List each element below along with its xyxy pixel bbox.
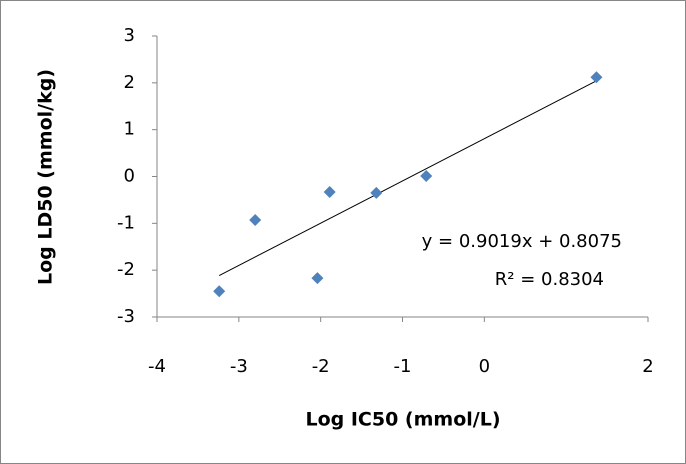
y-tick-label: 3 [124,25,135,46]
point [590,71,603,84]
point [213,285,226,298]
y-axis-title: Log LD50 (mmol/kg) [35,69,57,285]
trendline [218,80,597,276]
point [370,186,383,199]
trendline-r-squared: R² = 0.8304 [495,269,604,290]
point [420,170,433,183]
y-tick-label: -3 [117,306,135,327]
y-tick-label: 0 [124,166,135,187]
y-tick-label: -2 [117,259,135,280]
trendline-equation: y = 0.9019x + 0.8075 [422,231,622,252]
x-tick-label: -1 [394,356,412,377]
x-tick-label: 0 [479,356,490,377]
point [311,272,324,285]
x-tick-label: -3 [230,356,248,377]
x-tick-label: 2 [642,356,653,377]
x-axis-title: Log IC50 (mmol/L) [305,409,500,431]
y-tick-label: -1 [117,212,135,233]
x-tick-label: -4 [148,356,166,377]
x-tick-label: -2 [312,356,330,377]
y-tick-label: 2 [124,72,135,93]
point [249,214,262,227]
point [323,185,336,198]
y-tick-label: 1 [124,119,135,140]
